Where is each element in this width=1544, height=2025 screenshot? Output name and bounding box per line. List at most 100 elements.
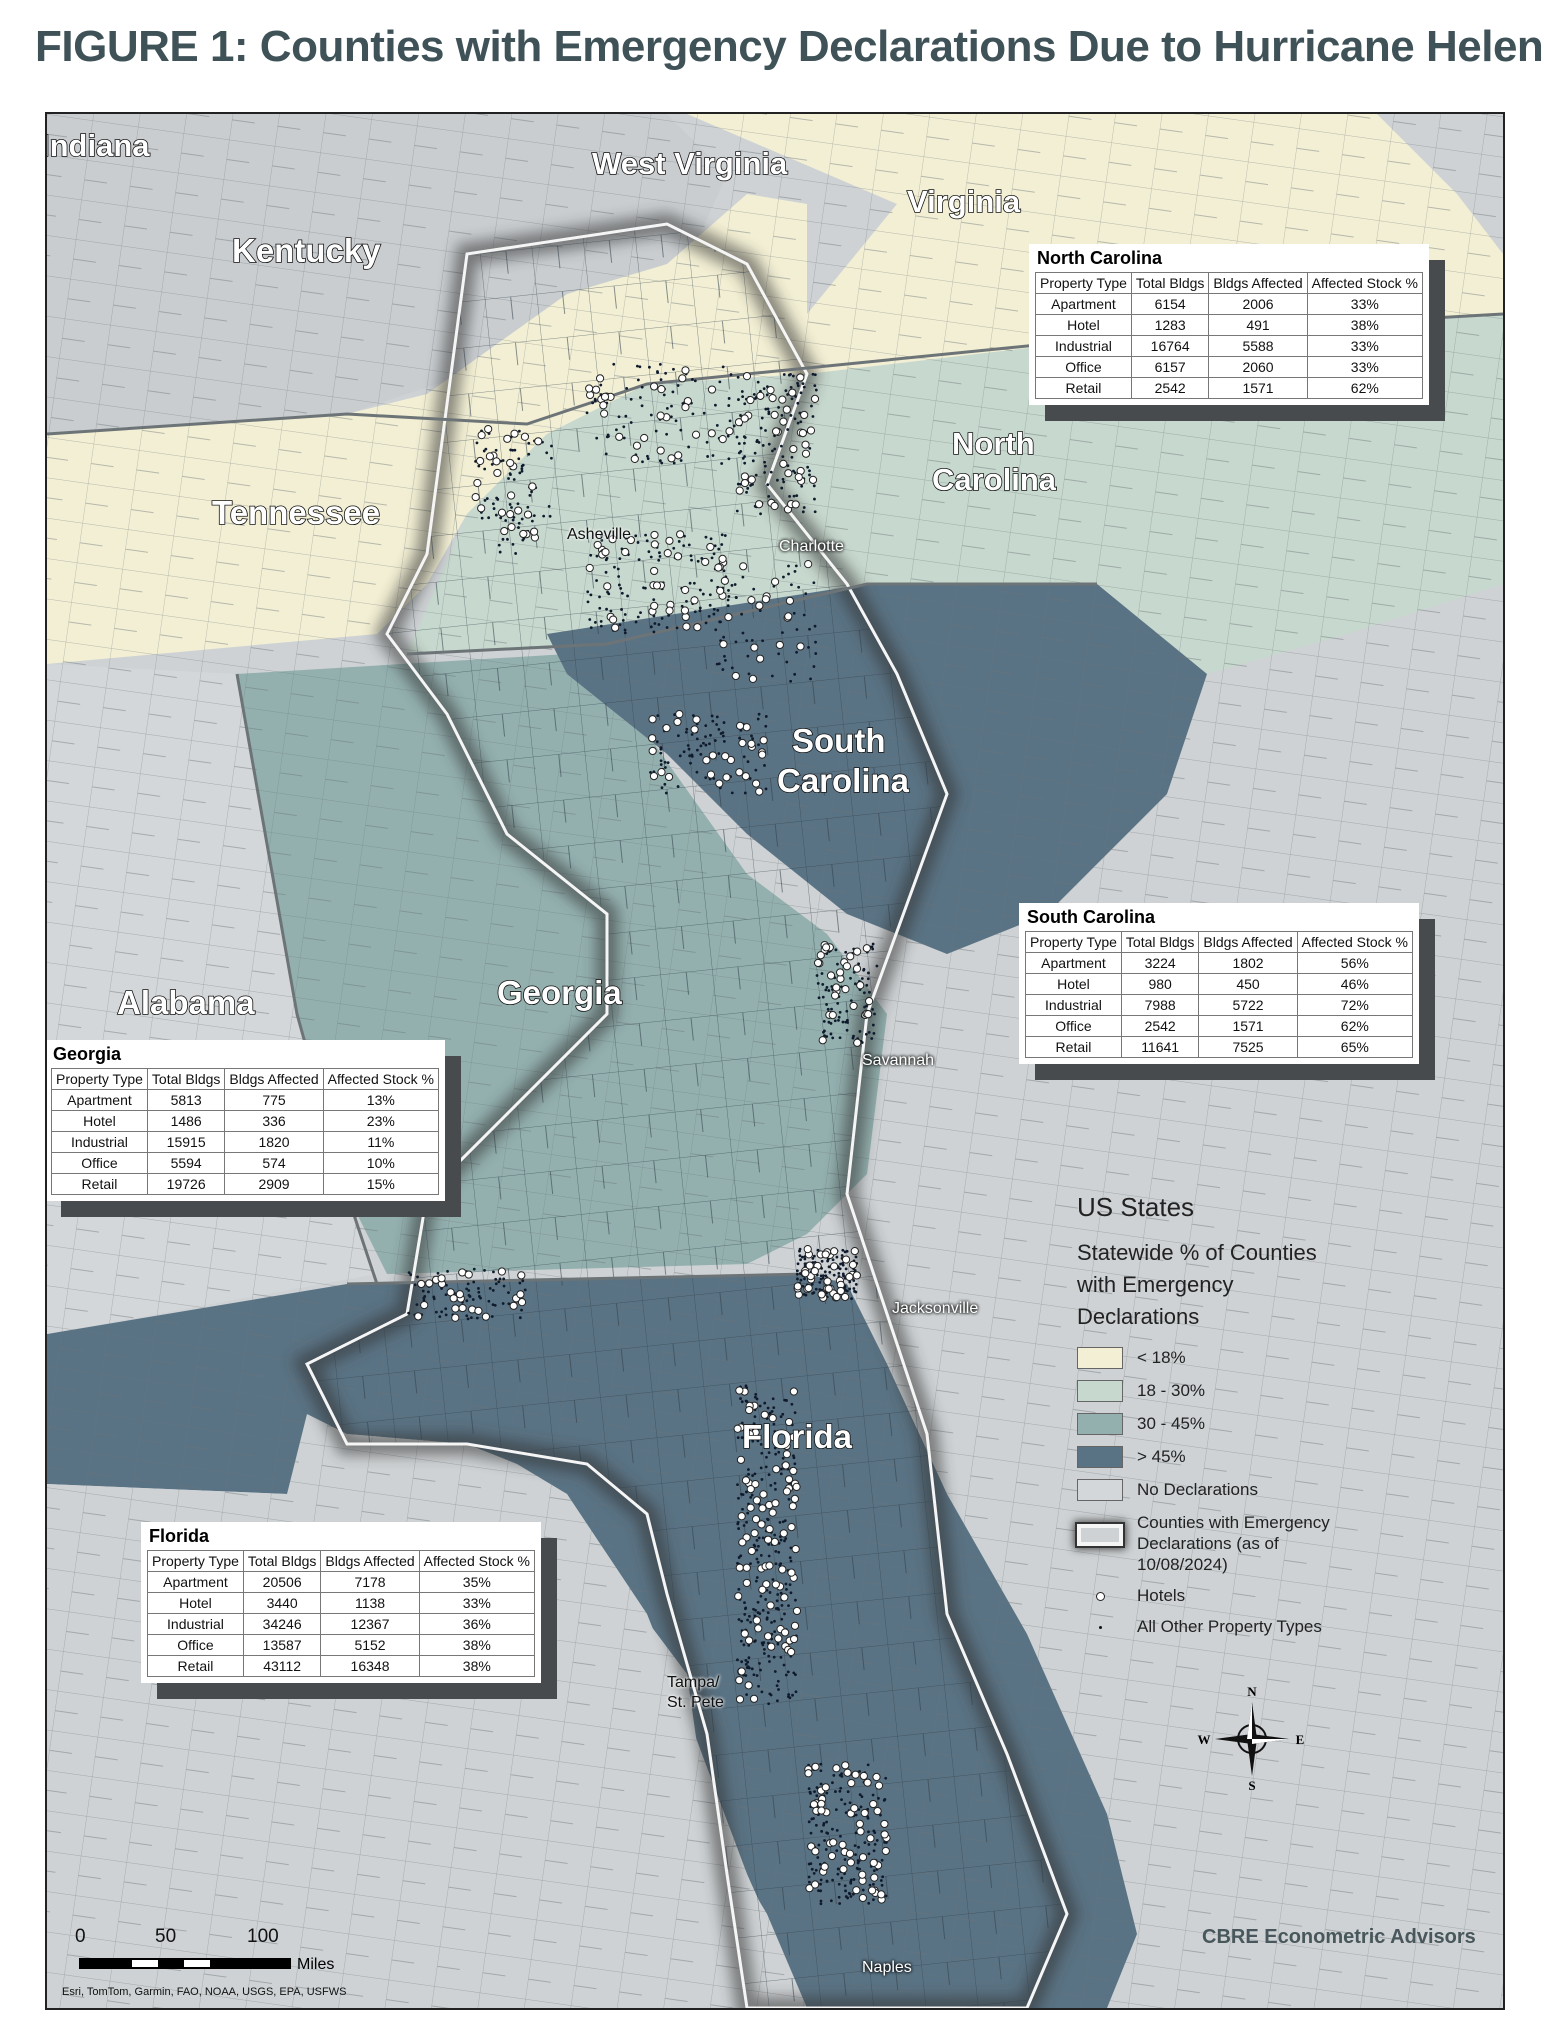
hotel-point (830, 1247, 839, 1256)
table-row: Industrial 15915 1820 11% (51, 1131, 440, 1153)
other-property-point (625, 386, 629, 390)
hotel-point (811, 1762, 820, 1771)
other-property-point (521, 1279, 525, 1283)
other-property-point (830, 1007, 833, 1011)
hotel-point (791, 500, 800, 509)
table-cell: Hotel (1025, 973, 1122, 995)
hotel-point (821, 1783, 830, 1792)
other-property-point (871, 942, 875, 946)
other-property-point (780, 1431, 784, 1435)
stats-table: Property Type Total Bldgs Bldgs Affected… (51, 1068, 440, 1195)
other-property-point (508, 503, 512, 506)
other-property-point (795, 628, 799, 631)
hotel-point (829, 1262, 839, 1271)
other-property-point (777, 1450, 781, 1454)
other-property-point (796, 384, 800, 388)
hotel-point (585, 384, 594, 393)
hotel-point (608, 535, 617, 544)
other-property-point (751, 1439, 755, 1443)
other-property-point (849, 999, 853, 1003)
hotel-point (503, 434, 512, 443)
other-property-point (726, 598, 730, 602)
other-property-point (813, 624, 817, 628)
other-property-point (695, 770, 699, 774)
hotel-point (810, 1267, 819, 1276)
other-property-point (507, 1291, 510, 1295)
hotel-point (516, 1290, 525, 1299)
hotel-point (808, 475, 818, 484)
other-property-point (718, 620, 722, 624)
other-property-point (835, 1849, 839, 1853)
other-property-point (743, 1601, 746, 1605)
hotel-point (788, 1502, 797, 1511)
other-property-point (816, 981, 820, 985)
table-cell: Office (51, 1152, 148, 1174)
hotel-point (737, 1667, 746, 1676)
other-property-point (746, 760, 750, 764)
table-cell: Apartment (51, 1089, 148, 1111)
other-property-point (691, 412, 695, 416)
table-south-carolina: South Carolina Property Type Total Bldgs… (1019, 903, 1419, 1064)
other-property-point (812, 1872, 816, 1875)
other-property-point (727, 594, 731, 598)
hotel-point (751, 1515, 761, 1524)
other-property-point (831, 1781, 834, 1785)
other-property-point (840, 1798, 843, 1802)
hotel-point (523, 510, 533, 519)
other-property-point (872, 1849, 876, 1853)
other-property-point (745, 1520, 748, 1524)
other-property-point (615, 428, 618, 432)
col-header: Total Bldgs (146, 1068, 226, 1090)
other-property-point (838, 1789, 842, 1793)
hotel-point (758, 1585, 767, 1594)
hotel-point (719, 640, 728, 649)
other-property-point (813, 497, 816, 501)
other-property-point (737, 1496, 740, 1500)
hotel-point (868, 1886, 877, 1895)
other-property-point (834, 1808, 838, 1812)
other-property-point (858, 1770, 861, 1773)
table-florida: Florida Property Type Total Bldgs Bldgs … (141, 1522, 541, 1683)
other-property-point (693, 379, 697, 383)
other-property-point (741, 1507, 744, 1511)
other-property-point (434, 1310, 438, 1314)
other-property-point (838, 1267, 842, 1271)
hotel-point (471, 492, 480, 502)
hotel-point (841, 1255, 851, 1264)
table-cell: 38% (418, 1655, 536, 1677)
table-cell: 1486 (146, 1110, 226, 1132)
other-property-point (761, 1536, 765, 1540)
other-property-point (710, 714, 714, 718)
hotel-point (497, 508, 507, 517)
other-property-point (626, 594, 629, 598)
hotel-point (790, 1621, 800, 1630)
legend-subtitle-line: Statewide % of Counties (1077, 1240, 1317, 1265)
other-property-point (657, 558, 661, 562)
other-property-point (862, 991, 866, 995)
other-property-point (684, 730, 688, 734)
other-property-point (663, 782, 667, 786)
hotel-point (782, 1441, 791, 1451)
table-cell: 980 (1120, 973, 1200, 995)
other-property-point (766, 1406, 770, 1410)
table-row: Hotel 1283 491 38% (1035, 314, 1424, 336)
other-property-point (422, 1296, 426, 1300)
other-property-point (636, 541, 640, 544)
hotel-point (770, 501, 779, 511)
other-property-point (660, 786, 664, 790)
other-property-point (736, 482, 740, 486)
other-property-point (780, 1604, 784, 1607)
hotel-point (652, 581, 662, 590)
scale-unit: Miles (297, 1956, 335, 1973)
hotel-point (752, 1616, 761, 1625)
hotel-point (650, 566, 659, 576)
other-property-point (825, 1879, 829, 1883)
hotel-point (848, 1260, 858, 1269)
other-property-point (824, 1848, 828, 1851)
other-property-point (485, 497, 489, 500)
other-property-point (745, 639, 749, 643)
other-property-point (773, 1446, 777, 1450)
other-property-point (491, 502, 495, 506)
hotel-point (787, 1568, 796, 1577)
map-frame: Indiana West Virginia Virginia Kentucky … (45, 112, 1505, 2010)
